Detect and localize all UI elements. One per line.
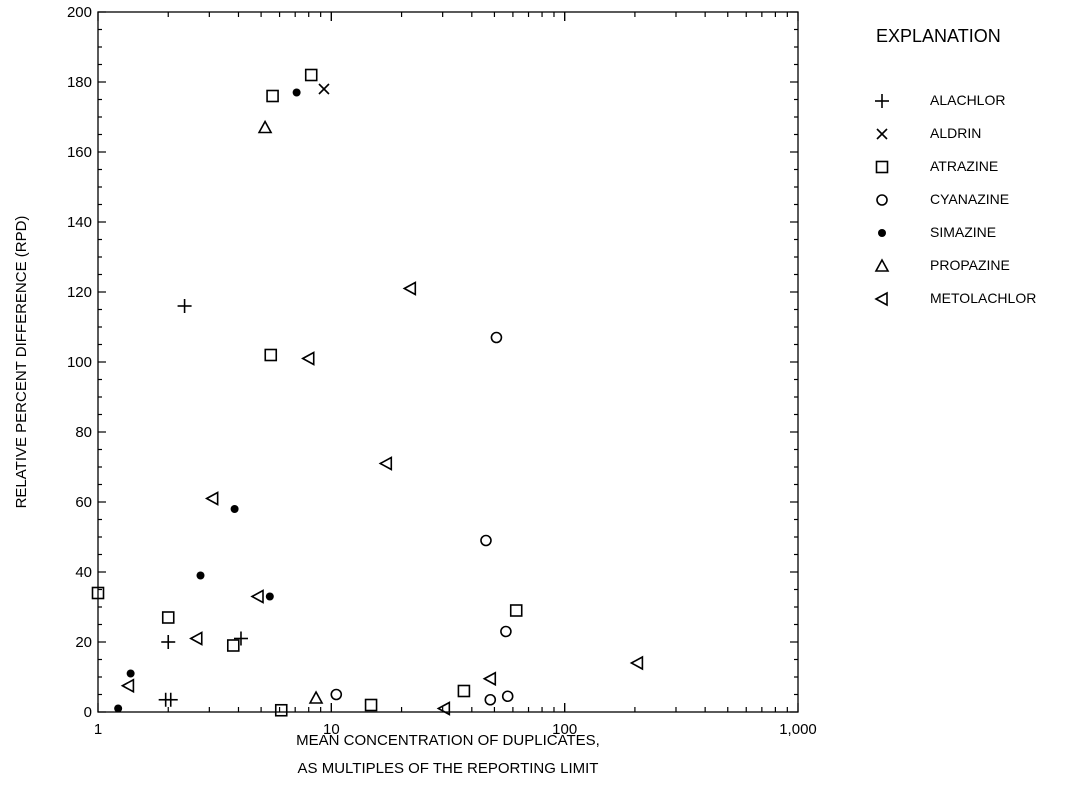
point-atrazine xyxy=(226,639,240,652)
point-alachlor xyxy=(233,631,248,646)
legend-label-aldrin: ALDRIN xyxy=(930,125,981,141)
legend-marker-propazine xyxy=(874,258,890,272)
point-simazine xyxy=(196,571,205,580)
y-tick-label: 100 xyxy=(67,354,92,371)
x-tick-label: 10 xyxy=(323,721,340,738)
legend-label-cyanazine: CYANAZINE xyxy=(930,191,1009,207)
legend-title: EXPLANATION xyxy=(876,26,1001,46)
point-cyanazine xyxy=(330,688,343,701)
x-tick-label: 100 xyxy=(552,721,577,738)
point-atrazine xyxy=(509,604,523,617)
point-atrazine xyxy=(274,703,288,717)
y-tick-label: 60 xyxy=(75,494,92,511)
point-alachlor xyxy=(177,299,192,313)
legend-label-metolachlor: METOLACHLOR xyxy=(930,290,1036,306)
point-metolachlor xyxy=(301,351,315,366)
legend-label-alachlor: ALACHLOR xyxy=(930,92,1005,108)
y-tick-label: 40 xyxy=(75,564,92,581)
point-simazine xyxy=(126,669,135,678)
legend-marker-metolachlor xyxy=(874,291,888,307)
legend-label-atrazine: ATRAZINE xyxy=(930,158,998,174)
point-propazine xyxy=(257,119,273,134)
y-tick-label: 120 xyxy=(67,284,92,301)
legend-marker-cyanazine xyxy=(876,194,888,206)
point-atrazine xyxy=(161,611,175,624)
point-simazine xyxy=(265,592,274,601)
x-tick-label: 1,000 xyxy=(779,721,817,738)
point-metolachlor xyxy=(120,678,135,694)
legend-label-simazine: SIMAZINE xyxy=(930,224,996,240)
point-metolachlor xyxy=(204,491,219,506)
y-tick-label: 20 xyxy=(75,634,92,651)
legend-marker-aldrin xyxy=(876,128,888,140)
y-tick-label: 180 xyxy=(67,74,92,91)
point-cyanazine xyxy=(490,331,503,344)
point-aldrin xyxy=(318,83,330,95)
legend-marker-atrazine xyxy=(875,160,889,174)
y-tick-label: 0 xyxy=(84,704,92,721)
point-cyanazine xyxy=(484,693,497,706)
point-atrazine xyxy=(91,586,105,600)
point-atrazine xyxy=(266,89,279,103)
point-cyanazine xyxy=(480,534,492,547)
legend-marker-alachlor xyxy=(875,94,889,108)
y-tick-label: 160 xyxy=(67,144,92,161)
point-cyanazine xyxy=(500,625,512,638)
axis-ticks xyxy=(97,11,799,713)
y-tick-label: 200 xyxy=(67,4,92,21)
point-simazine xyxy=(230,505,239,513)
point-atrazine xyxy=(304,68,318,82)
legend-items: ALACHLOR ALDRIN ATRAZINE CYANAZINE SIMAZINE P… xyxy=(874,92,1036,307)
point-simazine xyxy=(292,88,301,97)
point-alachlor xyxy=(161,635,176,649)
point-metolachlor xyxy=(402,281,417,296)
point-metolachlor xyxy=(629,655,644,671)
point-cyanazine xyxy=(501,690,514,703)
point-alachlor xyxy=(163,692,178,707)
point-metolachlor xyxy=(189,631,203,646)
point-metolachlor xyxy=(250,589,264,604)
point-metolachlor xyxy=(482,671,497,687)
y-tick-label: 80 xyxy=(75,424,92,441)
plot-frame xyxy=(97,11,799,713)
x-axis-title-line2: AS MULTIPLES OF THE REPORTING LIMIT xyxy=(298,760,599,777)
point-propazine xyxy=(308,690,324,704)
x-tick-label: 1 xyxy=(94,721,102,738)
tick-labels: 0 20 40 60 80 100 120 140 160 180 200 1 10 100 1,000 xyxy=(67,4,817,738)
data-points xyxy=(91,68,644,717)
point-atrazine xyxy=(264,348,278,362)
point-simazine xyxy=(114,704,123,713)
y-axis-title: RELATIVE PERCENT DIFFERENCE (RPD) xyxy=(13,216,30,509)
point-metolachlor xyxy=(378,456,393,471)
x-axis-title-line1: MEAN CONCENTRATION OF DUPLICATES, xyxy=(296,732,600,749)
point-atrazine xyxy=(364,698,378,712)
point-atrazine xyxy=(457,684,471,698)
legend: EXPLANATION ALACHLOR ALDRIN ATRAZINE CYANAZ… xyxy=(874,26,1036,307)
point-metolachlor xyxy=(436,701,451,716)
y-tick-label: 140 xyxy=(67,214,92,231)
legend-label-propazine: PROPAZINE xyxy=(930,257,1010,273)
legend-marker-simazine xyxy=(878,229,886,237)
